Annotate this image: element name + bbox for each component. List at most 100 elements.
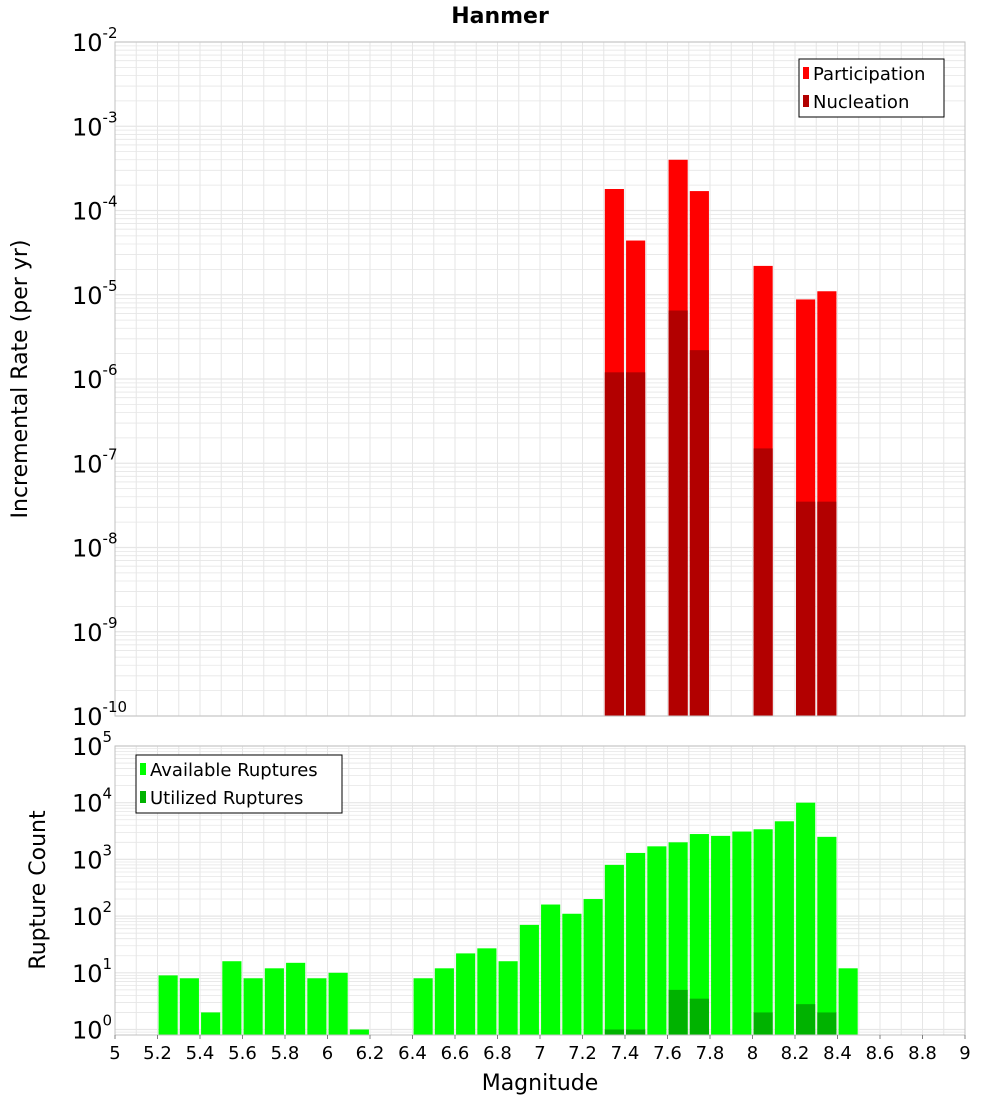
rates-y-ticks: 10-2 10-3 10-4 10-5 10-6 10-7 10-8 10-9 10-10 (72, 24, 127, 731)
counts-bar-available (264, 968, 284, 1035)
counts-bar-available (158, 975, 178, 1035)
counts-bar-available (541, 904, 561, 1035)
counts-bar-available (796, 802, 816, 1035)
counts-y-axis-label: Rupture Count (26, 810, 51, 970)
counts-bar-available (328, 972, 348, 1035)
rates-plot-frame (114, 41, 966, 717)
available-legend-label: Available Ruptures (150, 760, 318, 781)
x-tick-label: 5.2 (143, 1043, 172, 1064)
counts-bar-available (243, 978, 263, 1035)
counts-bar-available (732, 831, 752, 1035)
counts-bar-utilized (817, 1012, 837, 1035)
counts-bar-available (774, 821, 794, 1035)
x-tick-label: 7 (534, 1043, 545, 1064)
counts-bar-available (838, 968, 858, 1035)
rates-bar-nucleation (626, 372, 646, 716)
counts-bar-available (413, 978, 433, 1035)
rates-bar-nucleation (817, 501, 837, 716)
x-tick-label: 5.8 (271, 1043, 300, 1064)
counts-bar-available (817, 836, 837, 1035)
counts-bar-available (519, 924, 539, 1035)
rates-y-tick-label: 10-8 (72, 530, 118, 563)
x-tick-label: 6.4 (398, 1043, 427, 1064)
rates-bar-nucleation (604, 372, 624, 716)
x-tick-label: 8.2 (781, 1043, 810, 1064)
counts-bar-available (668, 842, 688, 1035)
rates-y-tick-label: 10-10 (72, 698, 127, 731)
counts-bars (158, 802, 858, 1035)
counts-y-tick-label: 104 (72, 785, 112, 818)
x-tick-label: 8.8 (908, 1043, 937, 1064)
rates-y-tick-label: 10-6 (72, 361, 118, 394)
rates-bars (604, 159, 837, 717)
x-tick-label: 5 (109, 1043, 120, 1064)
x-tick-label: 8 (747, 1043, 758, 1064)
counts-bar-available (286, 962, 306, 1035)
counts-panel: 105 104 103 102 101 100 5 5.2 5.4 5.6 5.8 6 6.2 6.4 6… (26, 728, 971, 1096)
counts-bar-available (711, 835, 731, 1035)
counts-bar-available (349, 1029, 369, 1035)
counts-bar-available (753, 829, 773, 1035)
counts-legend: Available Ruptures Utilized Ruptures (135, 754, 343, 814)
rates-bar-nucleation (668, 310, 688, 716)
counts-bar-available (201, 1012, 221, 1035)
counts-bar-available (456, 953, 476, 1035)
counts-y-tick-label: 105 (72, 728, 112, 761)
counts-y-tick-label: 102 (72, 898, 112, 931)
rates-y-tick-label: 10-5 (72, 277, 118, 310)
counts-bar-available (498, 961, 518, 1035)
counts-bar-utilized (689, 998, 709, 1035)
counts-bar-available (647, 846, 667, 1035)
counts-bar-utilized (753, 1012, 773, 1035)
x-axis-label: Magnitude (482, 1071, 599, 1096)
utilized-legend-swatch (140, 791, 146, 803)
nucleation-legend-label: Nucleation (813, 92, 909, 113)
counts-bar-available (477, 948, 497, 1035)
counts-y-tick-label: 103 (72, 841, 112, 874)
counts-bar-utilized (604, 1029, 624, 1035)
rates-legend-box (798, 58, 945, 118)
x-tick-label: 9 (959, 1043, 970, 1064)
counts-bar-utilized (796, 1004, 816, 1035)
x-tick-label: 6 (322, 1043, 333, 1064)
x-tick-label: 6.6 (441, 1043, 470, 1064)
x-tick-label: 6.2 (356, 1043, 385, 1064)
rates-y-tick-label: 10-9 (72, 614, 118, 647)
rates-panel: 10-2 10-3 10-4 10-5 10-6 10-7 10-8 10-9 10-10 In… (8, 24, 966, 731)
counts-bar-utilized (626, 1029, 646, 1035)
nucleation-legend-swatch (803, 95, 809, 107)
rates-bar-nucleation (753, 448, 773, 716)
counts-bar-available (604, 864, 624, 1035)
counts-bar-available (222, 961, 242, 1035)
participation-legend-label: Participation (813, 64, 925, 85)
x-tick-label: 7.6 (653, 1043, 682, 1064)
counts-y-tick-label: 101 (72, 955, 112, 988)
x-tick-label: 8.6 (866, 1043, 895, 1064)
rates-bar-nucleation (689, 350, 709, 716)
counts-legend-box (135, 754, 343, 814)
counts-bar-utilized (668, 989, 688, 1035)
rates-bar-nucleation (796, 501, 816, 716)
counts-y-ticks: 105 104 103 102 101 100 (72, 728, 112, 1045)
counts-bar-available (689, 834, 709, 1035)
counts-bar-available (179, 978, 199, 1035)
counts-bar-available (626, 852, 646, 1035)
rates-y-tick-label: 10-2 (72, 24, 118, 57)
chart-title: Hanmer (451, 4, 549, 29)
counts-bar-available (583, 899, 603, 1035)
participation-legend-swatch (803, 67, 809, 79)
rates-y-tick-label: 10-3 (72, 108, 118, 141)
x-tick-label: 5.4 (186, 1043, 215, 1064)
rates-y-tick-label: 10-4 (72, 193, 118, 226)
x-tick-label: 6.8 (483, 1043, 512, 1064)
counts-bar-available (562, 913, 582, 1035)
x-tick-label: 7.2 (568, 1043, 597, 1064)
rates-y-axis-label: Incremental Rate (per yr) (8, 240, 33, 519)
available-legend-swatch (140, 763, 146, 775)
x-tick-label: 8.4 (823, 1043, 852, 1064)
rates-grid (114, 41, 966, 717)
counts-y-tick-label: 100 (72, 1012, 112, 1045)
utilized-legend-label: Utilized Ruptures (150, 788, 303, 809)
x-tick-label: 5.6 (228, 1043, 257, 1064)
